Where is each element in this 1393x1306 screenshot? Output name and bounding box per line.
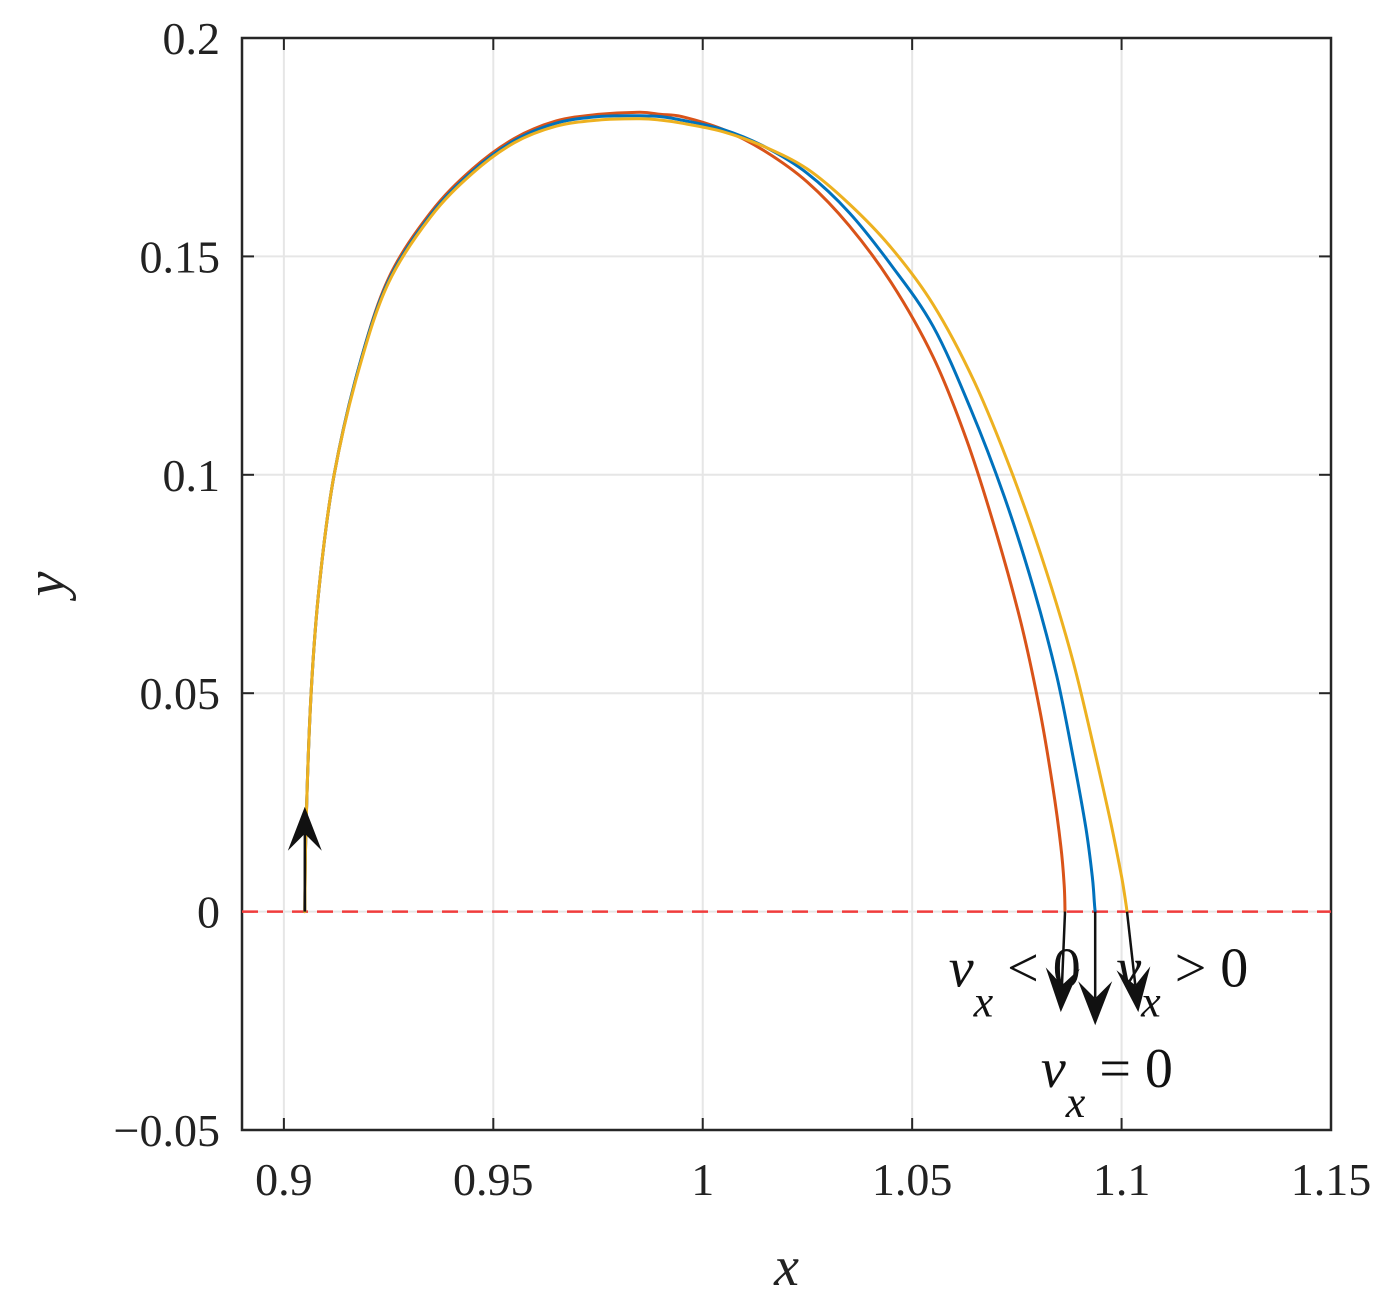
arrow-head <box>1078 981 1113 1026</box>
plot-frame <box>240 36 1333 1132</box>
series-line-3 <box>303 117 1129 914</box>
annotation-label-2: vx > 0 <box>1116 937 1248 1026</box>
arrow-shaft <box>1125 911 1137 986</box>
x-tick-label: 1.15 <box>1291 1154 1372 1205</box>
tick-labels: 0.9 0.95 1 1.05 1.1 1.15 −0.05 0 0.05 0.1 0.15 0.2 <box>114 13 1372 1205</box>
x-tick-label: 1.05 <box>872 1154 953 1205</box>
end-arrow-2 <box>1078 911 1113 1026</box>
x-axis-title: x <box>773 1236 799 1298</box>
arrow-head <box>1045 967 1080 1013</box>
series-line-2 <box>303 114 1097 914</box>
start-arrow <box>287 806 322 912</box>
annotations: vx < 0 vx > 0 vx = 0 <box>949 937 1249 1126</box>
arrow-head <box>287 806 322 851</box>
arrow-head <box>1116 966 1151 1013</box>
y-tick-label: −0.05 <box>114 1105 220 1156</box>
y-tick-label: 0 <box>197 887 220 938</box>
y-tick-label: 0.1 <box>163 450 221 501</box>
x-tick-label: 0.95 <box>453 1154 534 1205</box>
x-tick-label: 1 <box>691 1154 714 1205</box>
end-arrow-3 <box>1116 911 1151 1013</box>
series <box>303 110 1129 914</box>
x-tick-label: 0.9 <box>255 1154 313 1205</box>
annotation-label-1: vx < 0 <box>949 937 1081 1026</box>
end-arrow-1 <box>1045 911 1080 1013</box>
x-tick-label: 1.1 <box>1093 1154 1151 1205</box>
y-tick-label: 0.2 <box>163 13 221 64</box>
y-tick-label: 0.05 <box>140 668 221 719</box>
annotation-label-3: vx = 0 <box>1041 1038 1173 1127</box>
y-tick-label: 0.15 <box>140 231 221 282</box>
y-axis-title: y <box>15 571 77 601</box>
arrows <box>287 806 1151 1026</box>
arrow-shaft <box>1060 911 1067 986</box>
